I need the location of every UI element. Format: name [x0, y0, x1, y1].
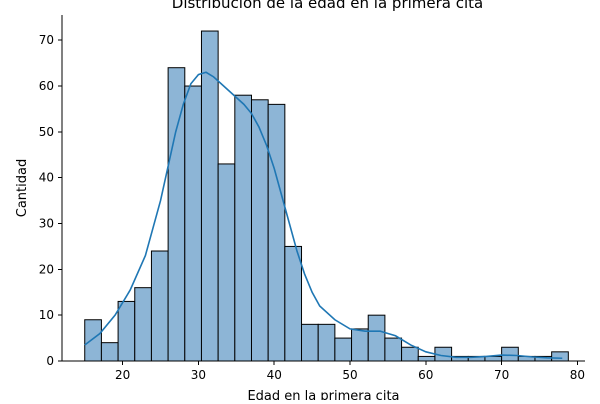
y-tick-label: 10 — [39, 308, 54, 322]
histogram-bar — [134, 287, 152, 362]
kde-density-line — [84, 71, 563, 360]
histogram-bar — [150, 250, 169, 362]
histogram-bar — [267, 103, 286, 362]
x-tick-label: 80 — [570, 368, 585, 382]
histogram-bar — [284, 245, 303, 362]
histogram-bar — [367, 314, 386, 362]
x-axis-label: Edad en la primera cita — [247, 389, 399, 400]
histogram-bar — [301, 323, 319, 362]
y-tick-label: 50 — [39, 125, 54, 139]
histogram-bar — [234, 94, 252, 362]
histogram-bar — [250, 99, 269, 362]
chart-title: Distribución de la edad en la primera ci… — [172, 0, 483, 12]
bars-group — [84, 30, 569, 362]
histogram-bar — [417, 355, 436, 362]
x-tick-label: 40 — [267, 368, 282, 382]
histogram-bar — [117, 300, 136, 362]
histogram-bar — [501, 346, 519, 362]
histogram-bar — [100, 342, 119, 362]
histogram-bar — [384, 337, 403, 362]
histogram-bar — [551, 351, 569, 362]
histogram-bar — [217, 163, 236, 362]
y-tick-label: 30 — [39, 217, 54, 231]
x-tick-label: 30 — [191, 368, 206, 382]
histogram-bar — [200, 30, 219, 362]
x-axis-ticks: 20 30 40 50 60 70 80 — [115, 361, 585, 382]
histogram-bar — [351, 328, 369, 362]
histogram-bar — [401, 346, 419, 362]
y-tick-label: 70 — [39, 33, 54, 47]
histogram-bar — [334, 337, 353, 362]
histogram-bar — [317, 323, 336, 362]
x-tick-label: 20 — [115, 368, 130, 382]
y-axis-ticks: 0 10 20 30 40 50 60 70 — [39, 33, 62, 368]
histogram-bar — [184, 85, 202, 362]
x-tick-label: 70 — [494, 368, 509, 382]
y-tick-label: 0 — [46, 354, 54, 368]
histogram-bar — [167, 67, 186, 362]
y-tick-label: 20 — [39, 262, 54, 276]
x-tick-label: 60 — [418, 368, 433, 382]
y-axis-label: Cantidad — [15, 159, 30, 217]
y-tick-label: 40 — [39, 171, 54, 185]
x-tick-label: 50 — [342, 368, 357, 382]
y-tick-label: 60 — [39, 79, 54, 93]
histogram-bar — [84, 319, 102, 362]
